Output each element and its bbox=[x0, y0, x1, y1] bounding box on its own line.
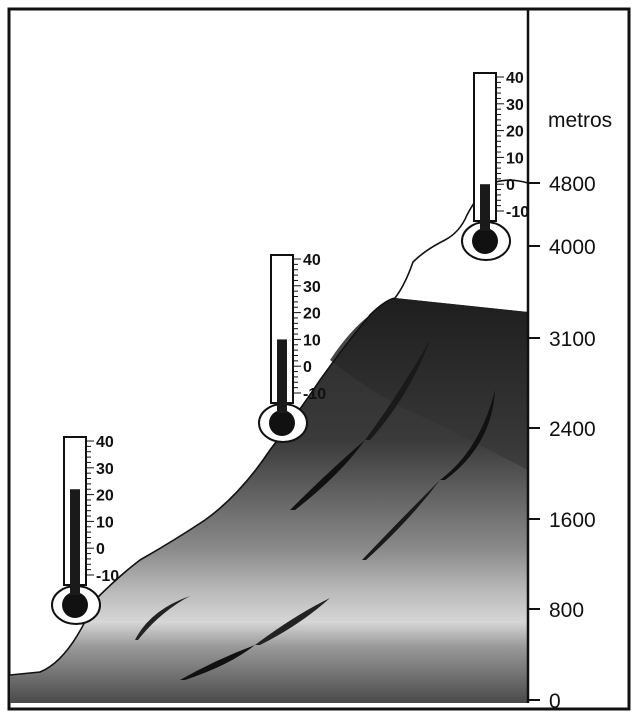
thermometer-scale-label: 40 bbox=[506, 70, 524, 87]
mountain-peak-dark bbox=[330, 298, 528, 470]
thermometer-high: 40 30 20 10 0 -10 bbox=[461, 70, 529, 261]
crevice bbox=[362, 480, 440, 560]
thermometer-scale-label: -10 bbox=[96, 568, 119, 585]
thermometer-mercury bbox=[277, 339, 287, 413]
diagram-frame bbox=[7, 7, 631, 711]
altitude-tick-label: 4000 bbox=[549, 236, 596, 259]
altitude-tick-label: 800 bbox=[549, 599, 584, 622]
mountain-outline bbox=[9, 179, 529, 676]
thermometer-bulb bbox=[269, 410, 295, 436]
thermometer-scale-label: 40 bbox=[303, 252, 321, 269]
thermometer-scale-label: 30 bbox=[303, 279, 321, 296]
thermometer-bulb bbox=[472, 228, 498, 254]
altitude-tick-label: 4800 bbox=[549, 173, 596, 196]
thermometer-scale-label: 10 bbox=[506, 150, 524, 167]
thermometer-scale-label: 20 bbox=[96, 488, 114, 505]
altitude-unit-label: metros bbox=[548, 109, 612, 132]
crevice bbox=[255, 598, 330, 645]
crevice bbox=[290, 440, 365, 510]
thermometer-scale-label: 20 bbox=[506, 124, 524, 141]
altitude-tick-label: 1600 bbox=[549, 509, 596, 532]
altitude-tick-label: 2400 bbox=[549, 418, 596, 441]
altitude-tick-label: 3100 bbox=[549, 328, 596, 351]
altitude-axis: metros 0 800 1600 2400 3100 4000 4800 bbox=[526, 10, 612, 713]
altitude-tick-label: 0 bbox=[549, 690, 561, 713]
thermometer-scale-label: 0 bbox=[506, 177, 515, 194]
thermometer-mercury bbox=[70, 489, 80, 595]
thermometer-scale-label: 30 bbox=[96, 461, 114, 478]
thermometer-scale-label: -10 bbox=[303, 386, 326, 403]
thermometer-scale-label: 40 bbox=[96, 434, 114, 451]
thermometer-mid: 40 30 20 10 0 -10 bbox=[258, 252, 326, 443]
crevice bbox=[135, 596, 190, 640]
thermometer-scale-label: 10 bbox=[96, 514, 114, 531]
thermometer-scale-label: 10 bbox=[303, 332, 321, 349]
thermometer-scale-label: 20 bbox=[303, 306, 321, 323]
thermometer-mercury bbox=[480, 184, 490, 231]
thermometer-scale-label: 30 bbox=[506, 97, 524, 114]
thermometer-scale-label: -10 bbox=[506, 204, 529, 221]
thermometers: 40 30 20 10 0 -10 40 30 20 10 0 -10 40 30 20 10 0 -10 bbox=[51, 70, 529, 625]
thermometer-low: 40 30 20 10 0 -10 bbox=[51, 434, 119, 625]
thermometer-scale-label: 0 bbox=[96, 541, 105, 558]
thermometer-scale-label: 0 bbox=[303, 359, 312, 376]
mountain bbox=[9, 179, 529, 703]
crevice bbox=[180, 645, 255, 680]
thermometer-bulb bbox=[62, 592, 88, 618]
